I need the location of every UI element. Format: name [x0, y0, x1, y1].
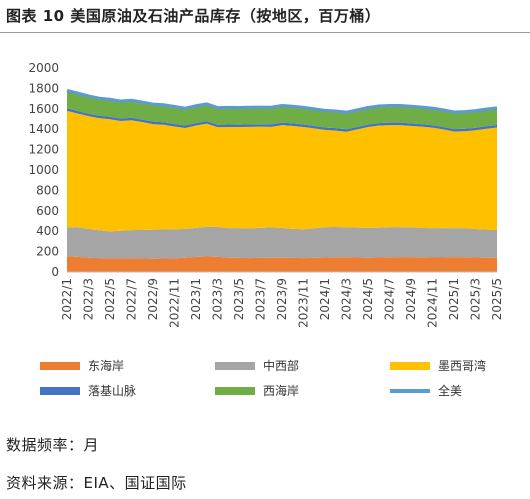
x-tick-label: 2022/7	[125, 278, 139, 320]
legend-label: 墨西哥湾	[438, 358, 486, 373]
x-tick-label: 2024/9	[404, 278, 418, 320]
x-tick-label: 2022/9	[146, 278, 160, 320]
legend-swatch	[40, 387, 80, 395]
area-中西部	[67, 226, 497, 259]
legend-swatch	[215, 387, 255, 395]
chart: 0 200 400 600 800 1000 1200 1400 1600 1800 2000 202…	[28, 61, 504, 398]
x-tick-label: 2023/7	[254, 278, 268, 320]
legend-label: 全美	[438, 383, 462, 398]
plot-areas	[67, 90, 497, 272]
legend-swatch	[40, 362, 80, 370]
x-tick-label: 2023/5	[232, 278, 246, 320]
legend-swatch	[215, 362, 255, 370]
area-墨西哥湾	[67, 110, 497, 232]
x-tick-label: 2024/3	[340, 278, 354, 320]
title-divider	[0, 32, 530, 33]
legend-swatch	[390, 362, 430, 370]
axis: 0 200 400 600 800 1000 1200 1400 1600 1800 2000 202…	[28, 61, 504, 328]
area-东海岸	[67, 256, 497, 272]
figure-title: 图表 10 美国原油及石油产品库存（按地区，百万桶）	[6, 7, 381, 25]
plot-lines	[66, 88, 498, 114]
y-tick-label: 1600	[28, 102, 59, 116]
x-tick-label: 2024/11	[426, 278, 440, 328]
x-tick-label: 2024/5	[361, 278, 375, 320]
y-tick-label: 2000	[28, 61, 59, 75]
x-tick-label: 2022/5	[103, 278, 117, 320]
y-tick-label: 1200	[28, 143, 59, 157]
x-tick-label: 2023/11	[297, 278, 311, 328]
x-tick-label: 2022/11	[168, 278, 182, 328]
x-tick-label: 2025/5	[490, 278, 504, 320]
x-tick-label: 2023/9	[275, 278, 289, 320]
legend-label: 中西部	[263, 358, 299, 373]
x-tick-label: 2023/1	[189, 278, 203, 320]
y-tick-label: 600	[36, 204, 59, 218]
legend-label: 西海岸	[263, 383, 299, 398]
legend-label: 东海岸	[88, 358, 124, 373]
x-tick-label: 2022/1	[60, 278, 74, 320]
area-落基山脉	[67, 108, 497, 132]
source-note: 资料来源：EIA、国证国际	[6, 474, 187, 492]
x-tick-label: 2023/3	[211, 278, 225, 320]
y-tick-label: 0	[51, 265, 59, 279]
area-西海岸	[67, 90, 497, 130]
legend-label: 落基山脉	[88, 383, 136, 398]
x-tick-label: 2024/1	[318, 278, 332, 320]
x-tick-label: 2025/1	[447, 278, 461, 320]
y-tick-label: 1400	[28, 122, 59, 136]
y-tick-label: 800	[36, 183, 59, 197]
y-tick-label: 1800	[28, 81, 59, 95]
frequency-note: 数据频率：月	[6, 436, 100, 454]
x-tick-label: 2022/3	[82, 278, 96, 320]
y-tick-label: 200	[36, 245, 59, 259]
y-tick-label: 400	[36, 224, 59, 238]
x-tick-label: 2024/7	[383, 278, 397, 320]
y-tick-label: 1000	[28, 163, 59, 177]
x-tick-label: 2025/3	[469, 278, 483, 320]
line-全美	[66, 88, 498, 114]
